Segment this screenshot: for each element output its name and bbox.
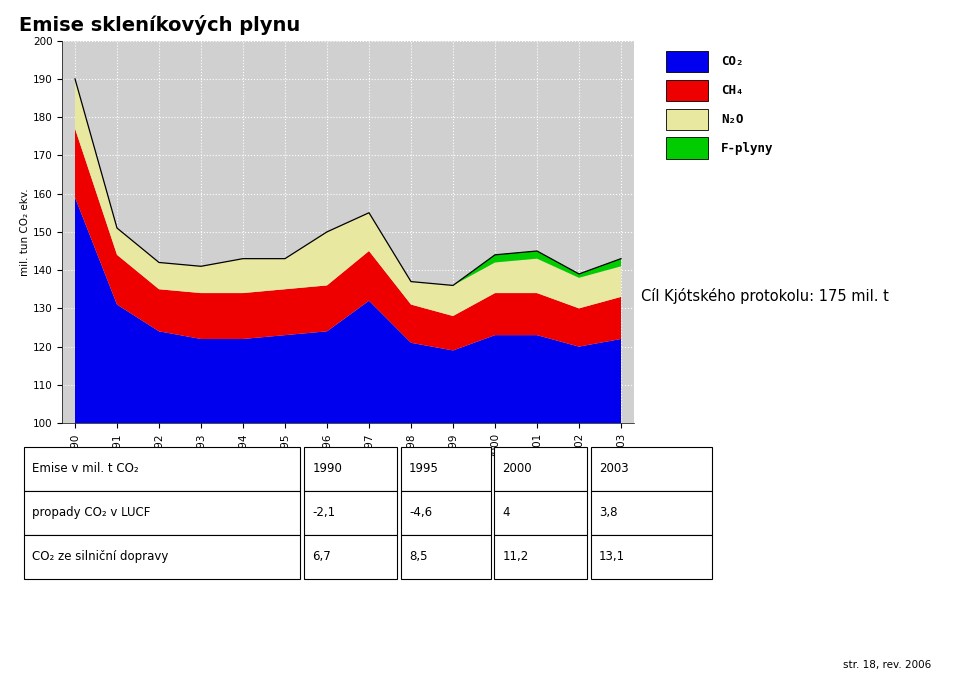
Bar [666, 80, 708, 101]
Text: CH₄: CH₄ [721, 84, 743, 97]
Text: 1995: 1995 [409, 462, 439, 475]
Text: Emise skleníkových plynu: Emise skleníkových plynu [19, 15, 300, 35]
Bar [24, 447, 300, 491]
Text: Emise v mil. t CO₂: Emise v mil. t CO₂ [33, 462, 139, 475]
Bar [24, 535, 300, 579]
Text: -2,1: -2,1 [312, 506, 335, 519]
Text: CO₂: CO₂ [721, 55, 743, 68]
Bar [304, 447, 397, 491]
Bar [24, 491, 300, 535]
Text: F-plyny: F-plyny [721, 141, 774, 154]
Bar [400, 491, 491, 535]
Text: Cíl Kjótského protokolu: 175 mil. t: Cíl Kjótského protokolu: 175 mil. t [641, 288, 889, 304]
Bar [304, 491, 397, 535]
Bar [666, 108, 708, 130]
Bar [400, 447, 491, 491]
Y-axis label: mil. tun CO₂ ekv.: mil. tun CO₂ ekv. [20, 188, 30, 276]
Text: N₂O: N₂O [721, 113, 743, 126]
Text: CO₂ ze silniční dopravy: CO₂ ze silniční dopravy [33, 550, 169, 563]
Text: 2000: 2000 [502, 462, 532, 475]
Bar [400, 535, 491, 579]
Bar [494, 535, 588, 579]
Bar [590, 491, 711, 535]
Text: 2003: 2003 [599, 462, 629, 475]
Text: 8,5: 8,5 [409, 550, 427, 563]
Bar [494, 491, 588, 535]
Text: 4: 4 [502, 506, 510, 519]
Bar [590, 447, 711, 491]
Text: 13,1: 13,1 [599, 550, 625, 563]
Text: 1990: 1990 [312, 462, 342, 475]
Bar [590, 535, 711, 579]
Text: -4,6: -4,6 [409, 506, 432, 519]
Text: 6,7: 6,7 [312, 550, 331, 563]
Bar [304, 535, 397, 579]
Text: str. 18, rev. 2006: str. 18, rev. 2006 [843, 660, 931, 670]
Text: propady CO₂ v LUCF: propady CO₂ v LUCF [33, 506, 151, 519]
Bar [666, 137, 708, 158]
Bar [666, 51, 708, 72]
Text: 11,2: 11,2 [502, 550, 529, 563]
Bar [494, 447, 588, 491]
Text: 3,8: 3,8 [599, 506, 617, 519]
